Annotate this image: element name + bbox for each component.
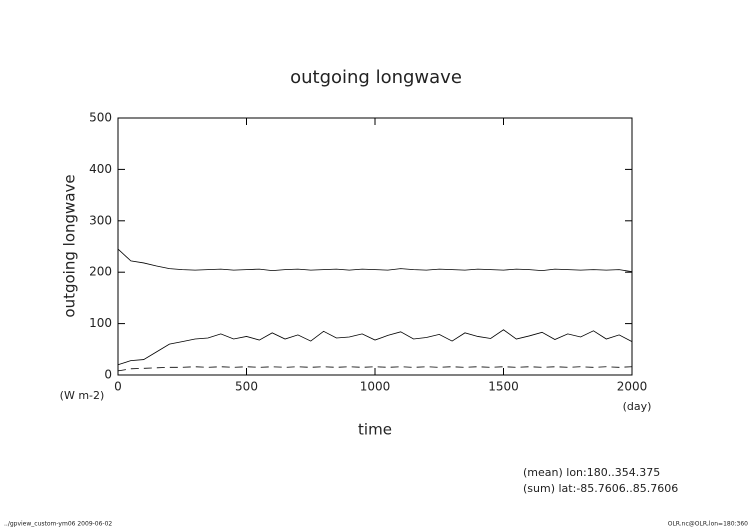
chart-title: outgoing longwave: [290, 67, 462, 88]
annotation: (sum) lat:-85.7606..85.7606: [523, 482, 678, 495]
x-tick-label: 0: [114, 380, 122, 394]
x-tick-label: 1500: [488, 380, 519, 394]
y-tick-label: 200: [89, 265, 112, 279]
y-tick-label: 300: [89, 213, 112, 227]
y-tick-label: 0: [104, 368, 112, 382]
footer: ../gpview_custom-ym06 2009-06-02: [4, 521, 112, 528]
x-tick-label: 500: [235, 380, 258, 394]
y-tick-label: 500: [89, 111, 112, 125]
series-line: [117, 366, 633, 372]
footer: OLR.nc@OLR,lon=180:360: [668, 521, 748, 528]
x-tick-label: 2000: [617, 380, 648, 394]
annotation: (mean) lon:180..354.375: [523, 466, 660, 479]
y-tick-label: 400: [89, 162, 112, 176]
plot-frame: [117, 117, 633, 376]
x-axis-label: time: [358, 421, 392, 439]
y-axis-label: outgoing longwave: [61, 174, 79, 317]
series-line: [117, 329, 633, 366]
series-line: [117, 248, 633, 273]
x-units: (day): [623, 400, 652, 413]
y-tick-label: 100: [89, 316, 112, 330]
y-units: (W m-2): [60, 389, 105, 402]
x-tick-label: 1000: [360, 380, 391, 394]
